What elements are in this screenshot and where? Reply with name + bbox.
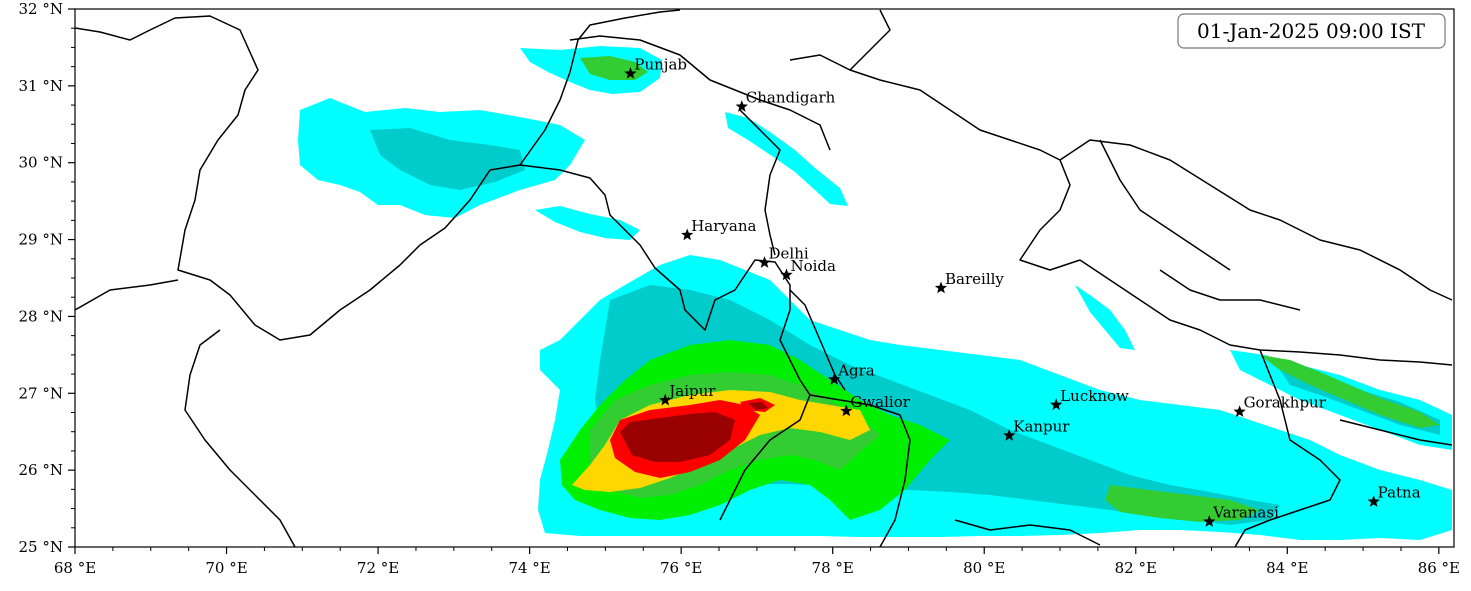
- x-tick-label: 68 °E: [54, 559, 96, 577]
- city-marker-jaipur: [659, 393, 672, 406]
- city-marker-noida: [780, 268, 793, 281]
- city-label-jaipur: Jaipur: [667, 382, 716, 400]
- contour-level3-east: [1260, 355, 1440, 428]
- state-border-haryana-up: [739, 109, 846, 391]
- timestamp-frame: [1177, 13, 1446, 49]
- timestamp-box: 01-Jan-2025 09:00 IST: [1177, 13, 1446, 49]
- precipitation-contours: [298, 46, 1452, 540]
- y-tick-label: 29 °N: [19, 231, 63, 249]
- y-tick-label: 27 °N: [19, 384, 63, 402]
- city-marker-kanpur: [1003, 429, 1016, 441]
- city-marker-gorakhpur: [1233, 405, 1246, 417]
- state-border-bihar-east: [1339, 419, 1453, 446]
- city-marker-gwalior: [840, 404, 853, 417]
- contour-level1-haryana: [535, 206, 640, 240]
- x-tick-label: 74 °E: [508, 559, 550, 577]
- x-tick-label: 76 °E: [660, 559, 702, 577]
- y-tick-label: 26 °N: [19, 461, 63, 479]
- x-axis: 68 °E 70 °E 72 °E 74 °E 76 °E 78 °E 80 °E 82 °E…: [54, 547, 1460, 577]
- city-marker-punjab: [624, 67, 637, 79]
- x-tick-label: 78 °E: [812, 559, 854, 577]
- y-tick-label: 28 °N: [19, 307, 63, 325]
- city-label-patna: Patna: [1378, 484, 1421, 502]
- y-tick-label: 31 °N: [19, 77, 63, 95]
- state-border-up-bihar: [1234, 349, 1341, 547]
- country-border-india-west: [75, 279, 296, 547]
- city-label-noida: Noida: [790, 257, 836, 275]
- city-marker-haryana: [681, 228, 694, 241]
- x-tick-label: 80 °E: [963, 559, 1005, 577]
- state-border-uttarakhand: [789, 54, 1081, 271]
- country-border-nepal: [1059, 139, 1453, 366]
- contour-level7-spot: [748, 402, 768, 410]
- y-axis: 25 °N 26 °N 27 °N 28 °N 29 °N 30 °N 31 °N 32 °N: [19, 0, 75, 556]
- city-label-chandigarh: Chandigarh: [746, 89, 836, 107]
- city-label-haryana: Haryana: [691, 217, 756, 235]
- city-label-gwalior: Gwalior: [850, 393, 910, 411]
- y-tick-label: 25 °N: [19, 538, 63, 556]
- y-tick-label: 30 °N: [19, 154, 63, 172]
- x-tick-label: 82 °E: [1115, 559, 1157, 577]
- y-tick-label: 32 °N: [19, 0, 63, 18]
- city-marker-delhi: [758, 256, 771, 268]
- city-label-kanpur: Kanpur: [1013, 418, 1070, 436]
- city-marker-patna: [1367, 495, 1380, 507]
- political-boundaries: [75, 9, 1453, 547]
- state-border-misc-north: [849, 9, 1301, 311]
- state-border-himachal: [569, 35, 831, 151]
- city-marker-varanasi: [1203, 515, 1216, 527]
- city-label-punjab: Punjab: [634, 56, 687, 74]
- contour-level1-nepal: [1075, 285, 1135, 350]
- country-border-pakistan: [75, 9, 681, 341]
- city-marker-bareilly: [934, 281, 948, 294]
- city-label-lucknow: Lucknow: [1060, 387, 1129, 405]
- city-marker-lucknow: [1050, 398, 1063, 411]
- contour-level1-chandigarh: [725, 112, 848, 206]
- city-label-bareilly: Bareilly: [945, 270, 1004, 288]
- city-marker-chandigarh: [735, 100, 748, 112]
- x-tick-label: 84 °E: [1266, 559, 1308, 577]
- x-tick-label: 72 °E: [357, 559, 399, 577]
- contour-level3-south: [1105, 485, 1260, 522]
- city-label-gorakhpur: Gorakhpur: [1244, 394, 1327, 412]
- x-tick-label: 86 °E: [1418, 559, 1460, 577]
- state-border-up-mp: [809, 394, 1101, 547]
- contour-level7-main: [620, 412, 735, 462]
- city-marker-agra: [828, 373, 841, 385]
- city-label-varanasi: Varanasi: [1212, 504, 1279, 522]
- x-tick-label: 70 °E: [205, 559, 247, 577]
- timestamp-text: 01-Jan-2025 09:00 IST: [1197, 19, 1426, 43]
- city-label-agra: Agra: [837, 361, 875, 379]
- state-border-punjab-haryana: [519, 164, 811, 521]
- city-label-delhi: Delhi: [769, 245, 809, 263]
